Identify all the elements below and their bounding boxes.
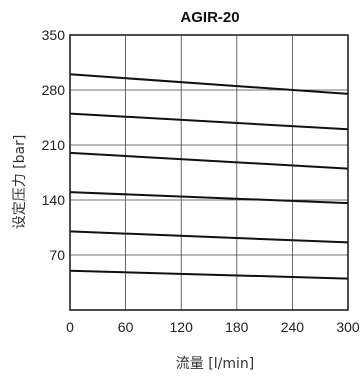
chart-title: AGIR-20 (180, 9, 239, 26)
y-tick-label-4: 350 (42, 27, 66, 43)
x-tick-label-4: 240 (281, 319, 305, 335)
y-tick-label-0: 70 (49, 247, 65, 263)
x-tick-label-0: 0 (66, 319, 74, 335)
series-line-2 (69, 112, 349, 131)
y-axis-label: 设定压力 [bar] (12, 135, 28, 230)
series-line-5 (69, 230, 349, 244)
x-tick-label-2: 120 (170, 319, 194, 335)
x-tick-label-5: 300 (336, 319, 360, 335)
series-line-3 (69, 151, 349, 170)
y-tick-label-1: 140 (42, 192, 66, 208)
series-line-6 (69, 269, 349, 280)
plot-frame (69, 34, 349, 311)
x-tick-label-3: 180 (225, 319, 249, 335)
series-line-1 (69, 73, 349, 95)
x-axis-label: 流量 [l/min] (176, 356, 254, 372)
series-line-4 (69, 191, 349, 205)
tick-labels: 0 60 120 180 240 300 70 140 210 280 350 (42, 27, 360, 335)
y-tick-label-3: 280 (42, 82, 66, 98)
grid-lines (70, 35, 348, 310)
series-lines (69, 73, 349, 280)
x-tick-label-1: 60 (118, 319, 134, 335)
y-tick-label-2: 210 (42, 137, 66, 153)
